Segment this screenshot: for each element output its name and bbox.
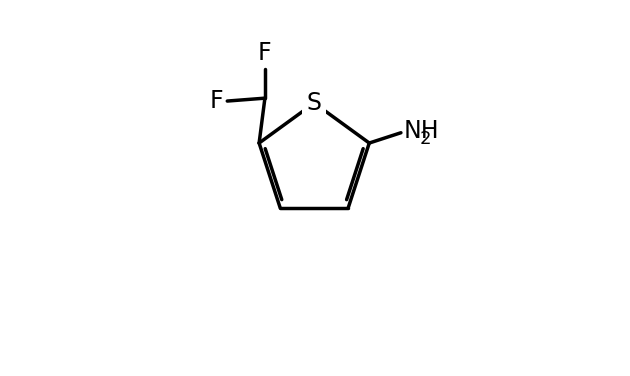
Text: NH: NH	[403, 119, 439, 143]
Text: F: F	[209, 89, 223, 113]
Text: S: S	[307, 91, 322, 115]
Text: F: F	[258, 41, 272, 65]
Text: 2: 2	[419, 130, 431, 148]
